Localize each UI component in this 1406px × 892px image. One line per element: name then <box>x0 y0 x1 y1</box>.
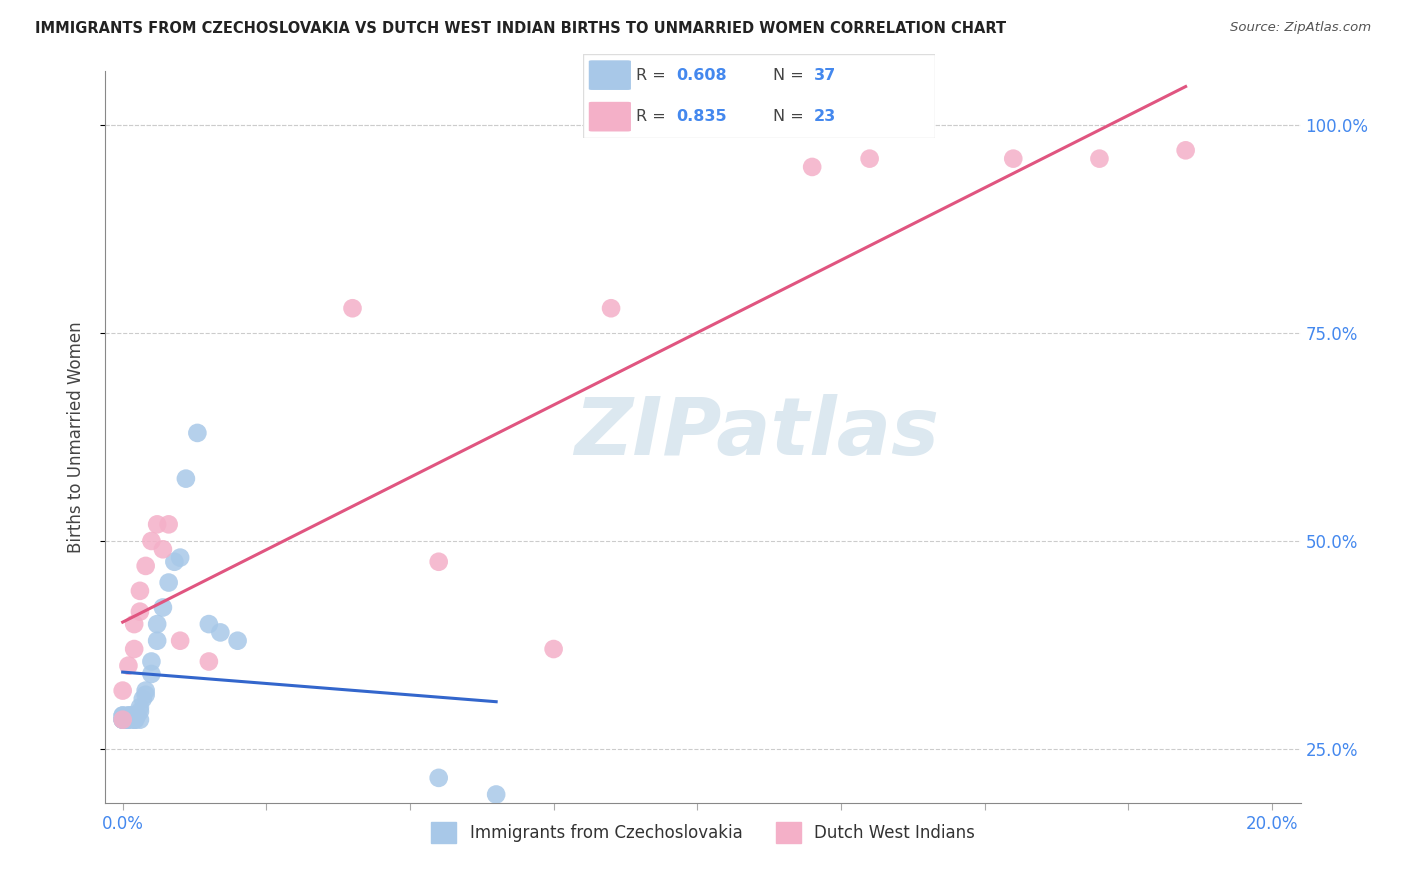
Point <box>600 301 623 316</box>
Point <box>543 642 565 657</box>
Y-axis label: Births to Unmarried Women: Births to Unmarried Women <box>66 321 84 553</box>
Point <box>132 692 155 706</box>
Point <box>169 550 191 565</box>
Point <box>122 713 145 727</box>
Text: 23: 23 <box>814 109 837 124</box>
Point <box>198 655 221 669</box>
FancyBboxPatch shape <box>589 102 631 131</box>
Text: ZIPatlas: ZIPatlas <box>574 394 939 473</box>
Text: N =: N = <box>773 68 810 83</box>
Point <box>1088 152 1111 166</box>
Text: R =: R = <box>637 68 671 83</box>
Point <box>111 708 134 723</box>
Point <box>157 575 180 590</box>
Point <box>146 633 169 648</box>
Point <box>111 713 134 727</box>
Text: 0.835: 0.835 <box>676 109 727 124</box>
Point <box>146 617 169 632</box>
Point <box>117 713 139 727</box>
Point <box>427 555 450 569</box>
Point <box>141 533 163 548</box>
Point <box>117 658 139 673</box>
Text: 0.608: 0.608 <box>676 68 727 83</box>
Text: 37: 37 <box>814 68 837 83</box>
Point <box>141 667 163 681</box>
Point <box>209 625 232 640</box>
Point <box>152 600 174 615</box>
Point <box>169 633 191 648</box>
Point <box>117 708 139 723</box>
FancyBboxPatch shape <box>583 54 935 138</box>
Point <box>1002 152 1025 166</box>
Point <box>117 708 139 723</box>
Point <box>427 771 450 785</box>
Point <box>122 617 145 632</box>
Point <box>226 633 249 648</box>
Point <box>198 617 221 632</box>
Point <box>122 708 145 723</box>
Point <box>801 160 824 174</box>
Point <box>152 542 174 557</box>
Point <box>111 683 134 698</box>
Point <box>135 558 157 573</box>
Point <box>117 713 139 727</box>
Point <box>124 713 146 727</box>
Point <box>485 788 508 802</box>
Text: N =: N = <box>773 109 810 124</box>
Point <box>129 700 152 714</box>
Point <box>129 713 152 727</box>
Point <box>111 713 134 727</box>
Text: R =: R = <box>637 109 671 124</box>
Point <box>163 555 186 569</box>
Point <box>122 713 145 727</box>
Point <box>129 583 152 598</box>
Point <box>859 152 882 166</box>
Point <box>129 705 152 719</box>
Point <box>1174 144 1197 158</box>
Point <box>111 713 134 727</box>
FancyBboxPatch shape <box>589 61 631 90</box>
Point <box>342 301 364 316</box>
Point <box>135 683 157 698</box>
Text: IMMIGRANTS FROM CZECHOSLOVAKIA VS DUTCH WEST INDIAN BIRTHS TO UNMARRIED WOMEN CO: IMMIGRANTS FROM CZECHOSLOVAKIA VS DUTCH … <box>35 21 1007 37</box>
Point <box>125 708 148 723</box>
Point <box>117 713 139 727</box>
Point <box>186 425 208 440</box>
Point <box>120 708 142 723</box>
Legend: Immigrants from Czechoslovakia, Dutch West Indians: Immigrants from Czechoslovakia, Dutch We… <box>425 815 981 849</box>
Point <box>157 517 180 532</box>
Point <box>111 708 134 723</box>
Point <box>141 655 163 669</box>
Point <box>129 605 152 619</box>
Point <box>146 517 169 532</box>
Point <box>111 713 134 727</box>
Text: Source: ZipAtlas.com: Source: ZipAtlas.com <box>1230 21 1371 35</box>
Point <box>135 688 157 702</box>
Point <box>122 642 145 657</box>
Point <box>174 472 197 486</box>
